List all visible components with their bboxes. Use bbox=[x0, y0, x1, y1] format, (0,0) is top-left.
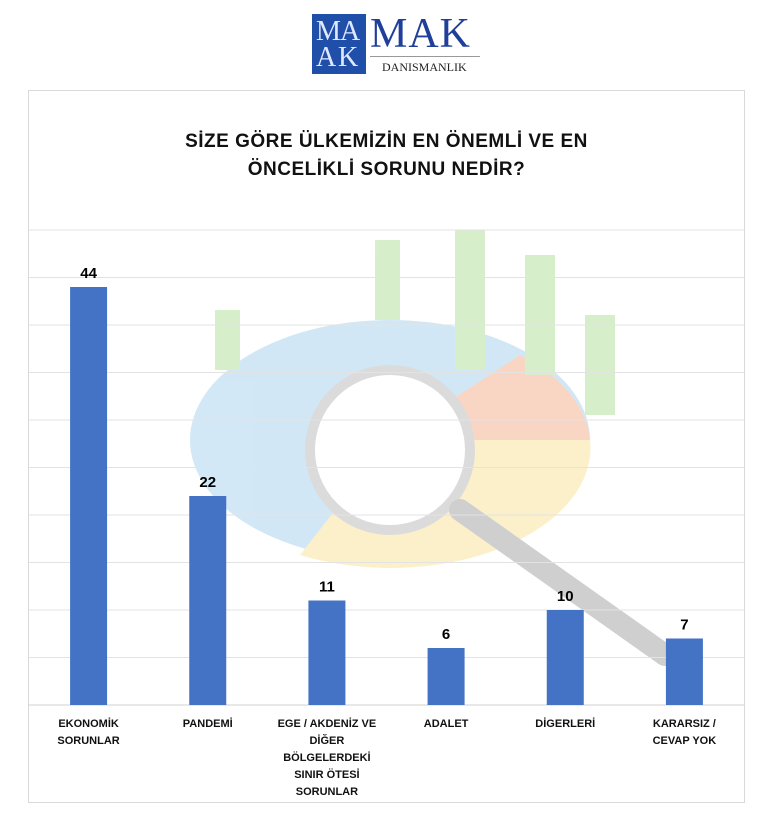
background-decoration bbox=[190, 230, 676, 666]
chart-title: SİZE GÖRE ÜLKEMİZİN EN ÖNEMLİ VE EN ÖNCE… bbox=[185, 131, 588, 180]
x-tick-label: EGE / AKDENİZ VE DİĞER BÖLGELERDEKİ SINI… bbox=[277, 718, 377, 798]
data-label: 10 bbox=[557, 588, 574, 605]
logo-name: MAK bbox=[370, 11, 472, 57]
data-label: 6 bbox=[442, 626, 450, 643]
x-tick-label: KARARSIZ / CEVAP YOK bbox=[652, 718, 717, 747]
chart-frame bbox=[28, 90, 745, 803]
data-label: 22 bbox=[199, 474, 216, 491]
logo-subtitle: DANISMANLIK bbox=[382, 60, 467, 74]
x-tick-label: DİGERLERİ bbox=[535, 718, 596, 730]
data-label: 11 bbox=[319, 579, 335, 596]
bar bbox=[546, 610, 584, 705]
bar bbox=[427, 648, 465, 705]
bar bbox=[189, 496, 227, 705]
bar bbox=[70, 287, 108, 705]
data-label: 7 bbox=[680, 617, 688, 634]
data-label: 44 bbox=[80, 265, 97, 282]
logo-divider bbox=[370, 56, 480, 57]
x-tick-label: EKONOMİK SORUNLAR bbox=[57, 718, 120, 747]
bar bbox=[308, 600, 346, 705]
bar bbox=[665, 638, 703, 705]
x-tick-label: ADALET bbox=[423, 718, 469, 730]
x-tick-label: PANDEMİ bbox=[182, 718, 233, 730]
